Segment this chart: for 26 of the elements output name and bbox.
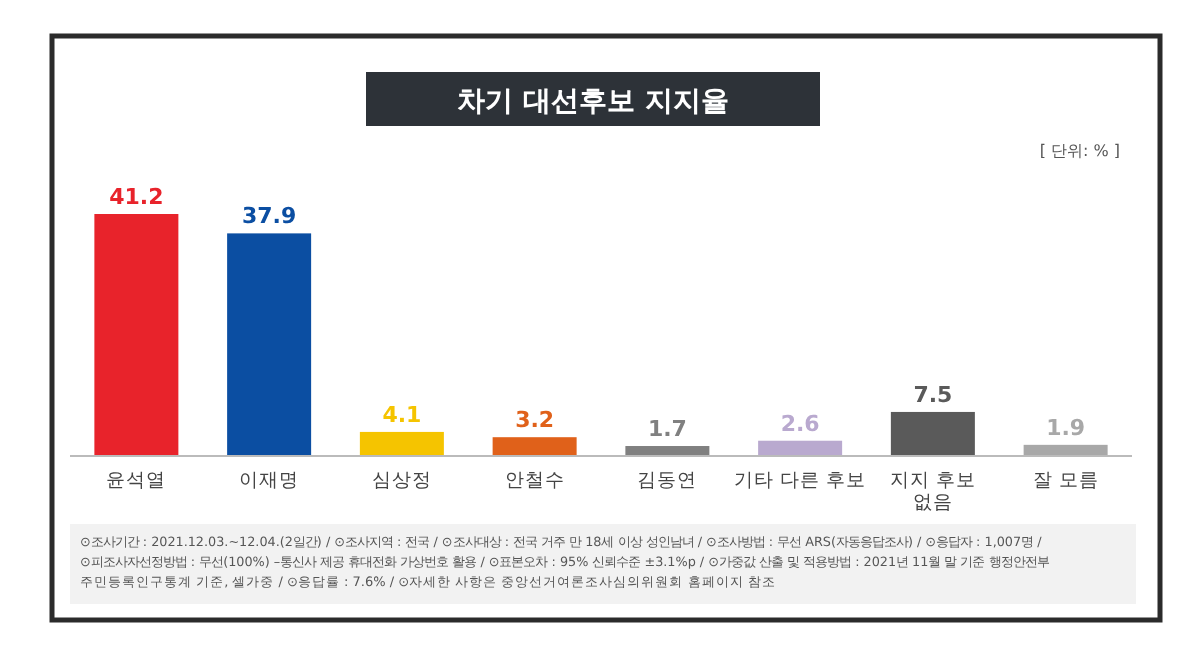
data-label: 7.5 <box>913 381 953 408</box>
x-tick-label: 김동연 <box>637 470 698 492</box>
bar <box>94 214 179 456</box>
x-tick-label: 지지 후보 없음 <box>889 470 976 514</box>
text: [ 단위: % ] <box>1039 142 1120 160</box>
x-tick-label: 안철수 <box>504 470 565 492</box>
bar <box>890 411 975 456</box>
bar <box>758 440 843 456</box>
x-tick-label: 잘 모름 <box>1032 470 1099 492</box>
data-label: 4.1 <box>382 401 422 428</box>
x-tick-label: 윤석열 <box>106 470 167 492</box>
x-tick-label: 심상정 <box>371 470 432 492</box>
data-label: 1.7 <box>647 416 687 443</box>
chart-title: 차기 대선후보 지지율 <box>457 86 729 118</box>
data-label: 3.2 <box>515 407 555 434</box>
bar <box>359 431 444 456</box>
bar <box>1023 444 1108 456</box>
bar <box>625 446 710 456</box>
bar <box>492 437 577 456</box>
x-tick-label: 기타 다른 후보 <box>734 470 867 492</box>
data-label: 1.9 <box>1046 414 1086 441</box>
bar <box>227 233 312 456</box>
x-tick-label: 이재명 <box>239 470 300 492</box>
data-label: 2.6 <box>780 410 821 437</box>
data-label: 37.9 <box>241 203 297 230</box>
data-label: 41.2 <box>109 184 164 210</box>
